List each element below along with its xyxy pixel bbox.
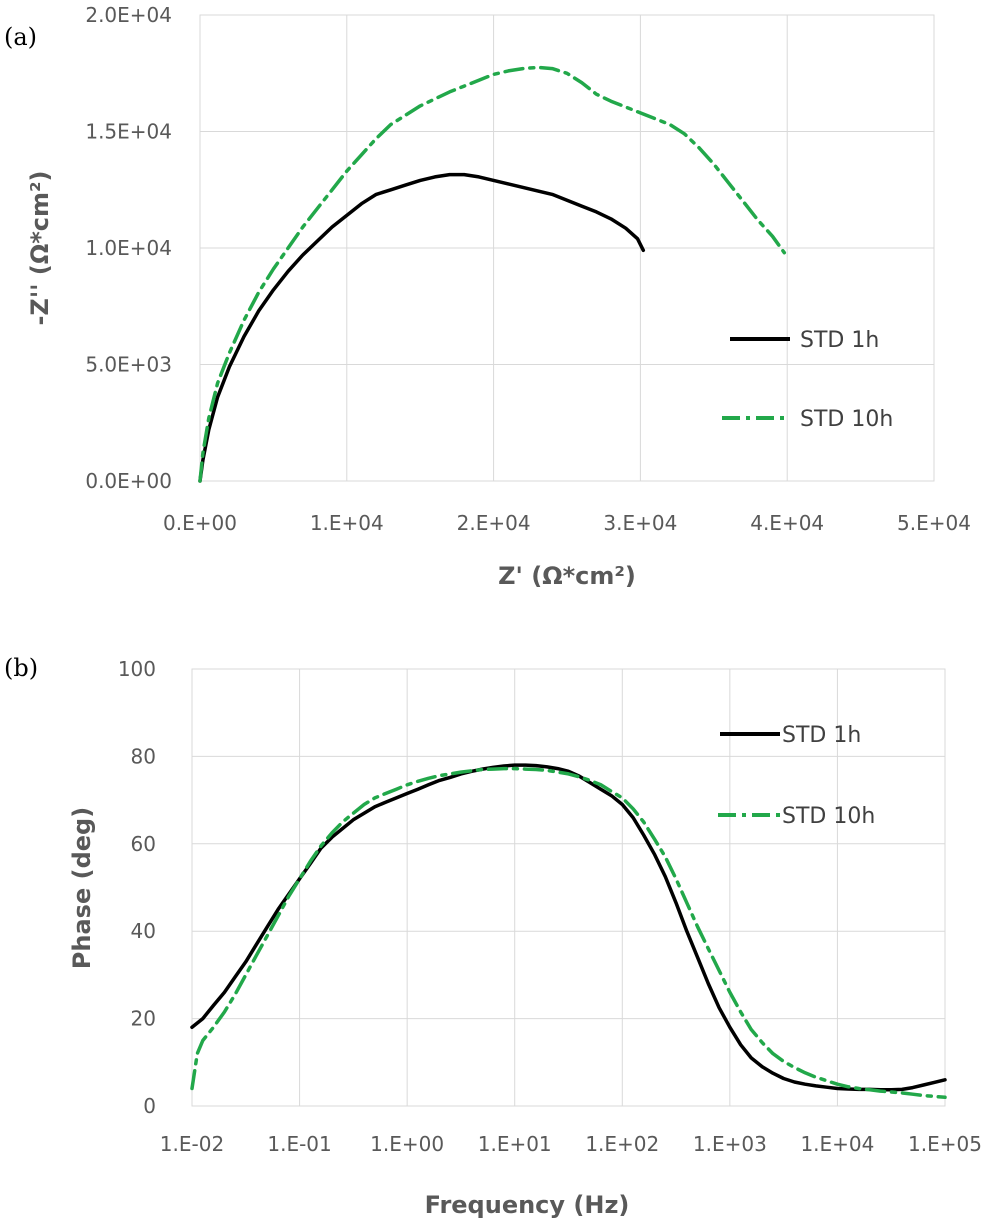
- panel-label-a: (a): [4, 23, 37, 51]
- bode-x-tick-label: 1.E+01: [478, 1132, 552, 1156]
- nyquist-y-tick-label: 5.0E+03: [85, 353, 172, 377]
- bode-phase-chart: (b) 1.E-02 1.E-01 1.E+00 1.E+01 1.E+02 1.E+03…: [4, 654, 982, 1219]
- nyquist-plot-area: [199, 14, 935, 482]
- bode-series-std-10h: [190, 766, 947, 1100]
- bode-y-tick-label: 60: [131, 832, 156, 856]
- nyquist-chart: (a) 0.E+00 1.E+04 2.E+04 3.E+04 4.E+04 5.E+04…: [4, 3, 971, 590]
- bode-y-tick-label: 100: [118, 657, 156, 681]
- bode-x-tick-label: 1.E-02: [160, 1132, 224, 1156]
- nyquist-x-tick-label: 4.E+04: [750, 511, 824, 535]
- bode-y-tick-label: 40: [131, 919, 156, 943]
- nyquist-x-tick-label: 2.E+04: [457, 511, 531, 535]
- bode-legend: STD 1h STD 10h: [718, 723, 875, 829]
- bode-x-tick-label: 1.E-01: [267, 1132, 331, 1156]
- nyquist-series-std-1h: [198, 172, 646, 483]
- bode-x-tick-label: 1.E+00: [370, 1132, 444, 1156]
- nyquist-legend: STD 1h STD 10h: [722, 328, 893, 432]
- bode-y-tick-label: 80: [131, 744, 156, 768]
- bode-x-tick-label: 1.E+05: [908, 1132, 982, 1156]
- nyquist-y-tick-label: 2.0E+04: [85, 3, 172, 27]
- nyquist-x-tick-label: 5.E+04: [897, 511, 971, 535]
- bode-x-tick-label: 1.E+03: [693, 1132, 767, 1156]
- nyquist-legend-label-std-10h: STD 10h: [800, 407, 893, 432]
- bode-x-axis-title: Frequency (Hz): [425, 1191, 630, 1219]
- bode-legend-label-std-10h: STD 10h: [782, 804, 875, 829]
- bode-x-tick-label: 1.E+02: [585, 1132, 659, 1156]
- nyquist-y-axis-title: -Z'' (Ω*cm²): [26, 170, 54, 325]
- nyquist-y-tick-label: 0.0E+00: [85, 469, 172, 493]
- nyquist-y-tick-label: 1.5E+04: [85, 120, 172, 144]
- nyquist-series-std-10h: [198, 65, 787, 483]
- bode-x-tick-label: 1.E+04: [800, 1132, 874, 1156]
- nyquist-x-axis-title: Z' (Ω*cm²): [498, 562, 636, 590]
- panel-label-b: (b): [4, 654, 38, 682]
- nyquist-y-tick-label: 1.0E+04: [85, 236, 172, 260]
- bode-y-tick-label: 0: [143, 1094, 156, 1118]
- bode-legend-label-std-1h: STD 1h: [782, 723, 861, 748]
- nyquist-x-tick-label: 3.E+04: [603, 511, 677, 535]
- bode-plot-area: [191, 668, 946, 1107]
- bode-y-tick-label: 20: [131, 1007, 156, 1031]
- nyquist-x-tick-label: 1.E+04: [310, 511, 384, 535]
- bode-y-axis-title: Phase (deg): [68, 807, 96, 969]
- nyquist-x-tick-label: 0.E+00: [163, 511, 237, 535]
- nyquist-legend-label-std-1h: STD 1h: [800, 328, 879, 353]
